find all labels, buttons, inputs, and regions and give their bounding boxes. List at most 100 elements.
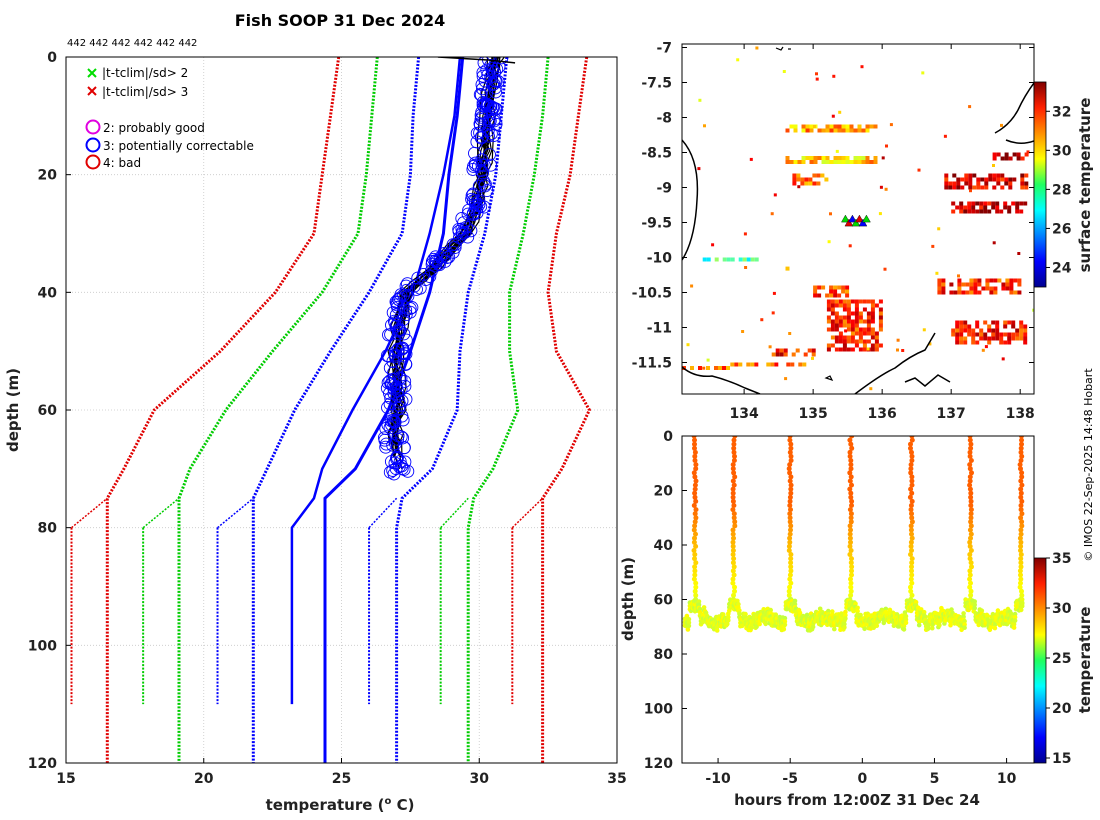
sst-pixel: [854, 323, 859, 328]
temp-point: [730, 466, 736, 472]
series-line: [541, 57, 592, 763]
qc-point: [394, 430, 408, 444]
sst-pixel: [992, 173, 997, 178]
sst-pixel: [937, 290, 942, 295]
temp-point: [787, 515, 793, 521]
sst-pixel: [874, 331, 879, 336]
sst-pixel: [821, 285, 826, 290]
sst-pixel: [996, 177, 1001, 182]
temp-point: [901, 623, 907, 629]
temp-point: [832, 626, 837, 632]
temp-point: [692, 449, 698, 455]
sst-pixel: [881, 156, 885, 160]
qc-point: [482, 129, 495, 143]
x-tick-label: 20: [194, 771, 214, 787]
temp-point: [926, 626, 931, 631]
legend-bad-label: 4: bad: [103, 156, 141, 170]
temp-point: [967, 437, 973, 443]
temp-point: [788, 527, 793, 533]
sst-pixel: [977, 282, 982, 287]
sst-pixel: [817, 156, 822, 160]
temp-point: [848, 560, 854, 566]
sst-pixel: [878, 299, 883, 304]
temp-point: [985, 613, 991, 619]
temp-point: [743, 611, 748, 617]
sst-pixel: [960, 177, 965, 182]
qc-point: [396, 413, 410, 427]
map-y-tick-label: -10.5: [632, 286, 672, 302]
map-colorbar-ticks: 24 26 28 30 32: [1046, 104, 1072, 276]
legend-potentially-correctable-label: 3: potentially correctable: [103, 139, 254, 153]
temp-point: [968, 441, 974, 447]
sst-pixel: [873, 160, 878, 164]
sst-pixel: [1017, 278, 1022, 283]
sst-pixel: [821, 156, 826, 160]
sst-pixel: [984, 345, 988, 349]
temp-point: [874, 623, 880, 628]
sst-pixel: [833, 289, 838, 294]
profile-ticks: 15 20 25 30 35 0 20 40 60 80 100 120: [28, 50, 627, 787]
sst-pixel: [1015, 201, 1020, 206]
sst-pixel: [706, 366, 710, 370]
sst-pixel: [853, 160, 858, 164]
sst-pixel: [976, 181, 981, 186]
sst-pixel: [968, 181, 973, 186]
temp-point: [972, 605, 977, 611]
sst-pixel: [805, 128, 810, 133]
sst-pixel: [987, 328, 992, 333]
temp-point: [804, 612, 810, 618]
sst-pixel: [952, 185, 957, 190]
sst-pixel: [771, 352, 776, 357]
sst-pixel: [837, 124, 842, 129]
temp-point: [692, 445, 697, 451]
sst-pixel: [979, 201, 984, 206]
temp-point: [908, 470, 914, 476]
sst-pixel: [1007, 209, 1012, 214]
temp-point: [847, 486, 853, 492]
legend-bad: 4: bad: [85, 154, 141, 170]
temp-point: [731, 564, 737, 570]
temp-point: [727, 608, 732, 613]
temp-point: [763, 621, 768, 627]
temp-point: [787, 498, 793, 504]
qc-point: [410, 282, 423, 296]
sst-pixel: [801, 160, 806, 164]
sst-pixel: [869, 160, 874, 164]
sst-pixel: [734, 362, 739, 367]
qc-point: [401, 289, 415, 303]
sst-pixel: [854, 311, 859, 316]
temp-point: [1018, 494, 1024, 500]
sst-pixel: [834, 303, 839, 308]
ship-marker: [844, 218, 854, 227]
sst-pixel: [1011, 201, 1016, 206]
temp-point: [1019, 436, 1024, 439]
sst-pixel: [944, 177, 949, 182]
temp-point: [781, 627, 787, 632]
legend-cross-3sd: |t-tclim|/sd> 3: [87, 85, 188, 99]
sst-pixel: [951, 328, 956, 333]
sst-pixel: [870, 347, 875, 352]
temp-point: [1019, 453, 1025, 459]
temp-point: [843, 613, 848, 618]
sst-pixel: [797, 185, 801, 189]
temp-point: [696, 599, 702, 604]
temp-point: [732, 519, 738, 525]
sst-pixel: [993, 278, 998, 283]
temp-point: [1018, 445, 1024, 451]
temp-point: [921, 609, 927, 615]
temp-point: [730, 494, 736, 500]
sst-pixel: [703, 124, 706, 128]
temp-point: [1019, 523, 1025, 529]
sst-pixel: [845, 156, 850, 160]
sst-pixel: [1005, 282, 1010, 287]
sst-pixel: [1005, 278, 1010, 283]
temp-point: [968, 560, 974, 566]
sst-pixel: [817, 128, 822, 133]
ship-marker: [855, 214, 864, 223]
sst-pixel: [1004, 181, 1009, 186]
sst-pixel: [792, 177, 797, 182]
temp-point: [849, 564, 855, 570]
temp-point: [787, 511, 793, 517]
sst-pixel: [858, 319, 863, 324]
sst-pixel: [834, 323, 839, 328]
